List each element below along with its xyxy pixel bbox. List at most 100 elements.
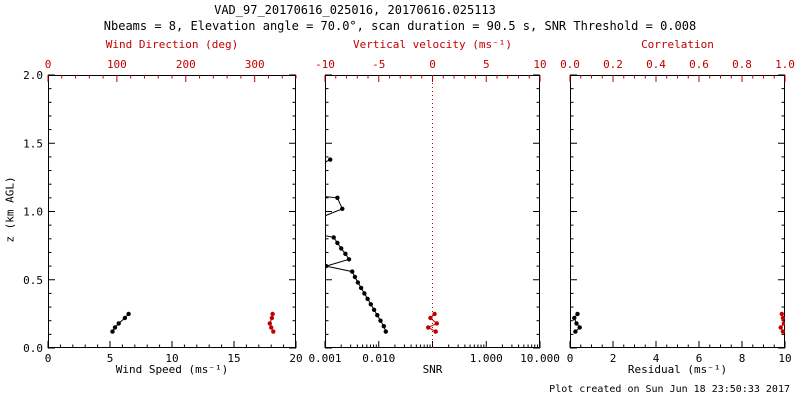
data-point <box>426 325 431 330</box>
panel-frame <box>570 75 785 348</box>
data-point <box>375 313 380 318</box>
x1-tick-label: 0 <box>45 352 52 365</box>
x2-tick-label: 200 <box>176 58 196 71</box>
y-tick-label: 1.5 <box>23 137 43 150</box>
data-point <box>340 206 345 211</box>
y-tick-label: 0.5 <box>23 274 43 287</box>
series-wind-direction <box>267 311 276 334</box>
x1-tick-label: 6 <box>696 352 703 365</box>
data-point <box>355 280 361 285</box>
wind-speed-axis-title: Wind Speed (ms⁻¹) <box>115 363 229 376</box>
data-point <box>573 329 578 334</box>
data-point <box>432 311 437 317</box>
series-vertical-velocity <box>426 311 439 334</box>
data-point <box>383 329 388 334</box>
data-point <box>269 315 275 321</box>
x2-tick-label: 0.4 <box>646 58 666 71</box>
snr-axis-title: SNR <box>422 363 443 376</box>
x2-tick-label: 0.8 <box>732 58 752 71</box>
correlation-axis-title: Correlation <box>641 38 714 51</box>
data-point <box>116 321 121 326</box>
series-snr <box>307 157 388 334</box>
data-point <box>335 195 340 200</box>
data-point <box>781 321 785 326</box>
data-point <box>577 325 582 330</box>
x1-tick-label: 10 <box>778 352 791 365</box>
x2-tick-label: 300 <box>245 58 265 71</box>
data-point <box>307 193 311 197</box>
plot-subtitle: Nbeams = 8, Elevation angle = 70.0°, sca… <box>103 19 697 33</box>
x1-tick-label: 5 <box>107 352 114 365</box>
series-correlation <box>778 311 785 334</box>
series-wind-speed <box>110 311 131 334</box>
data-point <box>572 315 577 321</box>
data-point <box>350 269 355 274</box>
x1-tick-label: 0.001 <box>308 352 341 365</box>
panel-frame <box>48 75 296 348</box>
y-tick-label: 2.0 <box>23 69 43 82</box>
x2-tick-label: 0.2 <box>603 58 623 71</box>
x1-tick-label: 10.000 <box>520 352 560 365</box>
x2-tick-label: 0.0 <box>560 58 580 71</box>
data-point <box>346 257 352 262</box>
x1-tick-label: 15 <box>227 352 240 365</box>
x1-tick-label: 0 <box>567 352 574 365</box>
x2-tick-label: 0 <box>429 58 436 71</box>
data-point <box>343 251 348 256</box>
data-point <box>358 285 364 291</box>
residual-axis-title: Residual (ms⁻¹) <box>627 363 728 376</box>
data-point <box>307 168 311 172</box>
data-point <box>371 307 377 312</box>
data-point <box>780 315 785 321</box>
data-point <box>307 220 311 224</box>
data-point <box>270 311 275 317</box>
y-tick-label: 1.0 <box>23 206 43 219</box>
data-point <box>267 321 272 326</box>
vertical-velocity-axis-title: Vertical velocity (ms⁻¹) <box>353 38 512 51</box>
series-residual <box>572 311 582 334</box>
x2-tick-label: 5 <box>483 58 490 71</box>
data-point <box>112 325 118 330</box>
data-point <box>365 296 370 302</box>
data-point <box>331 235 336 240</box>
panel-2: 0 2 4 6 8 10 0.0 0.2 0.4 0.6 0.8 1.0 <box>560 58 795 365</box>
wind-direction-axis-title: Wind Direction (deg) <box>105 38 239 51</box>
data-point <box>368 302 373 307</box>
x1-tick-label: 2 <box>610 352 617 365</box>
panel-1: 0.001 0.010 1.000 10.000 -10 -5 0 5 10 <box>307 58 560 365</box>
data-point <box>352 274 358 280</box>
plot-title: VAD_97_20170616_025016, 20170616.025113 <box>214 3 496 17</box>
data-point <box>428 315 433 321</box>
data-point <box>328 157 333 162</box>
x2-tick-label: 10 <box>533 58 546 71</box>
x2-tick-label: 100 <box>107 58 127 71</box>
data-point <box>381 324 386 329</box>
data-point <box>780 329 785 334</box>
data-point <box>269 325 274 330</box>
y-tick-label: 0.0 <box>23 342 43 355</box>
data-point <box>433 329 438 334</box>
x2-tick-label: 1.0 <box>775 58 795 71</box>
data-point <box>271 329 276 334</box>
data-point <box>335 240 340 246</box>
x1-tick-label: 10 <box>165 352 178 365</box>
data-point <box>311 231 315 235</box>
data-point <box>339 246 344 251</box>
x2-tick-label: 0 <box>45 58 52 71</box>
data-point <box>325 263 329 269</box>
x1-tick-label: 0.010 <box>362 352 395 365</box>
x1-tick-label: 8 <box>739 352 746 365</box>
x2-tick-label: -5 <box>372 58 385 71</box>
x1-tick-label: 1.000 <box>470 352 503 365</box>
data-point <box>434 321 439 326</box>
data-point <box>122 315 128 321</box>
data-point <box>378 318 383 323</box>
data-point <box>362 291 367 296</box>
data-point <box>574 321 579 326</box>
data-point <box>778 325 783 330</box>
data-point <box>575 311 580 317</box>
x2-tick-label: 0.6 <box>689 58 709 71</box>
data-point <box>110 329 115 334</box>
data-point <box>779 311 784 317</box>
